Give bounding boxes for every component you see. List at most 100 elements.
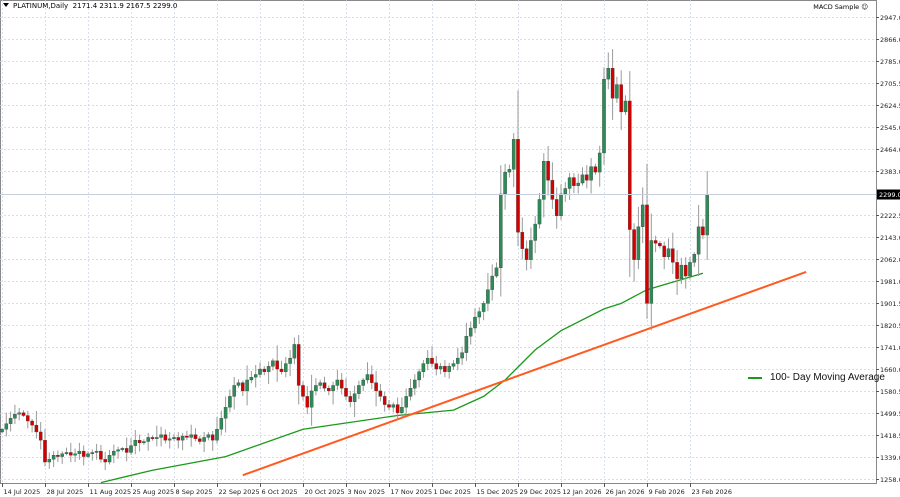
- candle-bullish: [413, 379, 417, 389]
- candle-bullish: [559, 193, 563, 217]
- x-tick-label: 23 Feb 2026: [692, 488, 732, 496]
- y-tick-label: 2785.0: [880, 58, 900, 66]
- candle-bullish: [636, 226, 641, 260]
- candle-bullish: [408, 388, 413, 397]
- candle-bearish: [516, 139, 520, 233]
- candle-bullish: [94, 450, 99, 453]
- candle-bearish: [520, 232, 525, 249]
- moving-average-line: [100, 272, 704, 484]
- candle-bearish: [348, 396, 353, 403]
- collapse-triangle-icon[interactable]: [3, 3, 9, 7]
- candle-bearish: [546, 161, 550, 181]
- candle-bullish: [507, 169, 512, 173]
- candle-bearish: [163, 434, 168, 441]
- candle-bearish: [645, 204, 649, 304]
- candle-bearish: [99, 450, 103, 460]
- candle-bearish: [279, 368, 284, 372]
- candle-bullish: [167, 438, 172, 441]
- candle-bearish: [241, 382, 245, 392]
- candle-bullish: [589, 166, 593, 181]
- candle-bullish: [86, 453, 90, 457]
- candle-bullish: [189, 434, 193, 438]
- candle-bullish: [511, 139, 516, 170]
- price-axis: 2947.0 2866.0 2785.0 2705.5 2624.5 2545.0 2464…: [876, 14, 900, 484]
- indicator-lines: [100, 270, 807, 484]
- candle-bearish: [198, 438, 202, 442]
- candle-bullish: [292, 344, 297, 359]
- x-tick-label: 15 Dec 2025: [477, 488, 519, 496]
- candle-bullish: [232, 385, 236, 397]
- y-tick-label: 1499.5: [880, 410, 900, 418]
- candle-bearish: [176, 437, 181, 441]
- y-tick-label: 1418.5: [880, 432, 900, 440]
- x-tick-label: 25 Aug 2025: [133, 488, 175, 496]
- candle-bullish: [335, 379, 340, 386]
- candle-bullish: [365, 374, 370, 381]
- candle-bearish: [619, 84, 623, 113]
- candle-bullish: [77, 450, 82, 454]
- candle-bullish: [90, 452, 95, 454]
- candle-bullish: [705, 194, 709, 236]
- candle-bearish: [339, 379, 344, 389]
- y-tick-label: 2947.0: [880, 14, 900, 22]
- candle-bullish: [17, 412, 21, 415]
- candle-bullish: [425, 357, 430, 364]
- y-tick-label: 2383.0: [880, 168, 900, 176]
- y-tick-label: 1741.0: [880, 344, 900, 352]
- x-tick-label: 8 Sep 2025: [176, 488, 213, 496]
- candle-bullish: [477, 311, 482, 318]
- y-tick-label: 1580.5: [880, 388, 900, 396]
- candle-bearish: [430, 357, 434, 364]
- candle-bullish: [468, 327, 473, 337]
- y-tick-label: 2866.0: [880, 36, 900, 44]
- candle-bearish: [210, 434, 215, 441]
- candle-bullish: [679, 264, 684, 279]
- y-tick-label: 2464.0: [880, 146, 900, 154]
- candle-bullish: [8, 418, 13, 424]
- y-tick-label: 1901.5: [880, 300, 900, 308]
- candle-bullish: [47, 459, 52, 463]
- candle-bullish: [576, 182, 580, 186]
- candle-bullish: [51, 455, 56, 460]
- candle-bullish: [486, 289, 490, 304]
- x-tick-label: 3 Nov 2025: [348, 488, 386, 496]
- candle-bearish: [653, 240, 658, 244]
- y-tick-label: 1258.0: [880, 476, 900, 484]
- candle-bearish: [374, 382, 378, 392]
- candle-bullish: [688, 262, 692, 277]
- candle-bullish: [417, 371, 421, 381]
- candle-bullish: [266, 366, 271, 372]
- candle-bullish: [361, 379, 365, 386]
- candle-bullish: [133, 440, 138, 446]
- candle-bearish: [69, 452, 73, 456]
- candle-bullish: [494, 267, 499, 277]
- candle-bullish: [64, 452, 69, 454]
- candle-bullish: [357, 385, 361, 394]
- candle-bullish: [73, 453, 77, 456]
- candle-bullish: [597, 152, 602, 173]
- candle-bullish: [490, 275, 494, 290]
- y-tick-label: 1820.5: [880, 322, 900, 330]
- candle-bullish: [288, 357, 292, 364]
- candle-bearish: [275, 360, 279, 370]
- candle-bullish: [404, 396, 408, 408]
- candle-bullish: [146, 437, 150, 442]
- candle-bullish: [438, 366, 443, 370]
- candle-bullish: [464, 336, 469, 353]
- y-tick-label: 2143.0: [880, 234, 900, 242]
- candle-bearish: [262, 368, 267, 372]
- y-tick-label: 2624.5: [880, 102, 900, 110]
- y-tick-label: 1339.0: [880, 454, 900, 462]
- legend: 100- Day Moving Average: [748, 372, 885, 383]
- candle-bearish: [658, 243, 662, 247]
- candle-bullish: [606, 68, 611, 80]
- candle-bearish: [632, 229, 636, 260]
- candle-bearish: [554, 199, 559, 217]
- candle-bullish: [499, 193, 503, 268]
- candle-bullish: [284, 363, 288, 372]
- candle-bearish: [610, 68, 615, 99]
- candle-bullish: [537, 199, 542, 225]
- candle-bullish: [309, 390, 314, 408]
- candle-bearish: [701, 226, 705, 236]
